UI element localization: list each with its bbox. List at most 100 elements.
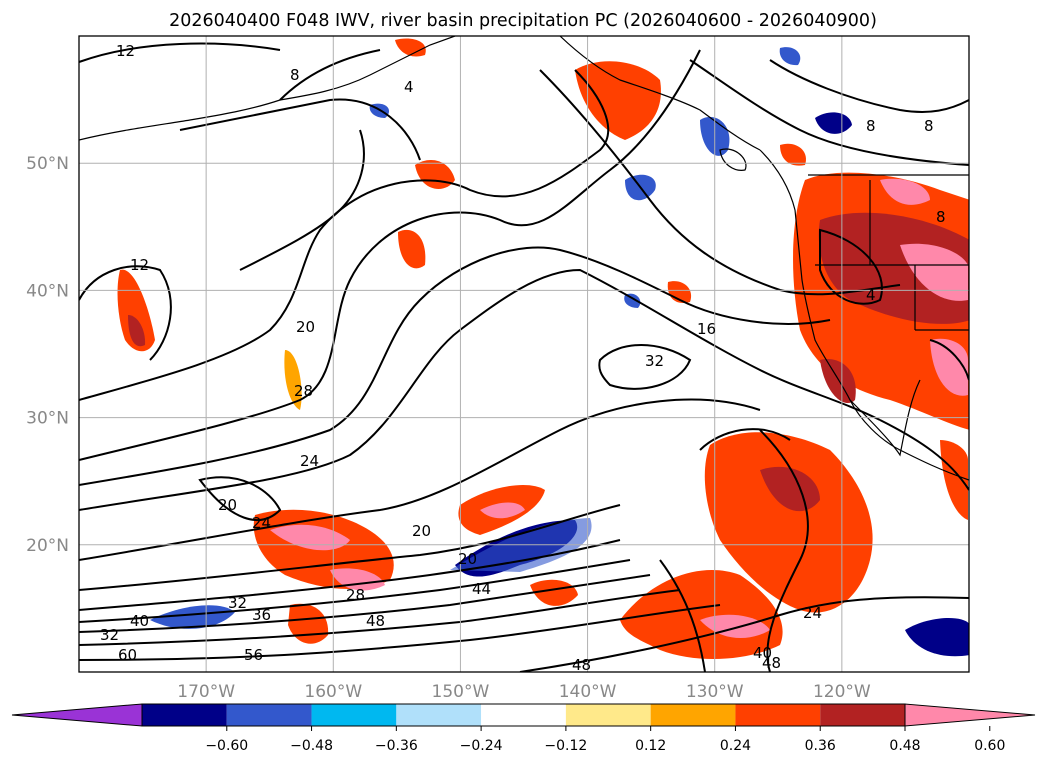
contour-label: 4 xyxy=(866,286,876,304)
colorbar-bin xyxy=(650,704,736,726)
colorbar-tick-label: 0.24 xyxy=(720,738,751,754)
positive-anomaly-patch xyxy=(820,359,856,404)
lon-tick-label: 170°W xyxy=(177,682,235,702)
positive-anomaly-patch xyxy=(270,524,350,551)
iwv-contour-line xyxy=(79,574,651,633)
contour-label: 56 xyxy=(244,646,263,664)
contour-label: 36 xyxy=(252,606,271,624)
iwv-contour-line xyxy=(79,265,172,361)
contour-label: 8 xyxy=(290,66,300,84)
lon-tick-label: 160°W xyxy=(304,682,362,702)
colorbar-extend-high xyxy=(904,703,1036,727)
longitude-axis: 170°W 160°W 150°W 140°W 130°W 120°W xyxy=(177,682,871,702)
colorbar-bin xyxy=(481,704,566,726)
colorbar-tick-label: 0.48 xyxy=(889,738,920,754)
contour-label: 12 xyxy=(116,42,135,60)
lat-tick-label: 20°N xyxy=(26,536,69,556)
map-title: 2026040400 F048 IWV, river basin precipi… xyxy=(169,11,877,31)
iwv-contour-line xyxy=(689,59,969,166)
negative-anomaly-patch xyxy=(779,47,801,66)
contour-label: 8 xyxy=(936,208,946,226)
colorbar-bin xyxy=(396,704,482,726)
contour-label: 16 xyxy=(697,320,716,338)
lon-tick-label: 150°W xyxy=(432,682,490,702)
iwv-contour-line xyxy=(659,559,706,672)
colorbar-tick-label: −0.60 xyxy=(205,738,248,754)
colorbar-bin xyxy=(820,704,905,726)
positive-anomaly-patch xyxy=(880,178,930,205)
island-vancouver xyxy=(719,148,747,171)
positive-anomaly-patch xyxy=(940,440,968,520)
contour-label: 28 xyxy=(346,586,365,604)
contour-label: 24 xyxy=(803,604,822,622)
contour-label: 48 xyxy=(572,656,591,674)
contour-label: 32 xyxy=(645,352,664,370)
map-frame xyxy=(78,35,970,673)
iwv-contour-line xyxy=(759,429,809,672)
colorbar-bin xyxy=(565,704,651,726)
positive-anomaly-patch xyxy=(284,350,302,410)
map-panel xyxy=(78,35,970,673)
iwv-contour-line xyxy=(79,504,621,591)
iwv-contour-line xyxy=(79,42,281,63)
colorbar-bin xyxy=(226,704,312,726)
colorbar-tick-label: 0.36 xyxy=(805,738,836,754)
contour-label: 32 xyxy=(100,626,119,644)
contour-label: 40 xyxy=(753,644,772,662)
contour-label: 24 xyxy=(252,514,271,532)
colorbar: −0.60 −0.48 −0.36 −0.24 −0.12 0.12 0.24 0.36 0.4… xyxy=(11,703,1036,754)
iwv-contour-line xyxy=(879,419,969,491)
negative-anomaly-patch xyxy=(815,112,852,134)
iwv-contour-line xyxy=(769,59,969,113)
colorbar-tick-label: −0.12 xyxy=(544,738,587,754)
iwv-contour-line xyxy=(79,268,881,511)
positive-anomaly-patch xyxy=(480,502,525,519)
negative-anomaly-patch xyxy=(905,618,969,657)
positive-anomaly-patch xyxy=(575,61,661,140)
iwv-contour-line xyxy=(79,589,681,646)
iwv-contour-line xyxy=(279,49,381,101)
positive-anomaly-patch xyxy=(398,229,426,269)
graticule xyxy=(79,36,969,672)
iwv-contour-line xyxy=(79,398,761,561)
colorbar-tick-label: 0.60 xyxy=(974,738,1005,754)
lat-tick-label: 30°N xyxy=(26,409,69,429)
iwv-contour-line xyxy=(79,49,701,461)
contour-label: 4 xyxy=(404,78,414,96)
contour-label: 20 xyxy=(458,550,477,568)
colorbar-tick-label: 0.12 xyxy=(635,738,666,754)
iwv-contours xyxy=(79,42,969,672)
contour-label: 20 xyxy=(218,496,237,514)
colorbar-tick-label: −0.36 xyxy=(375,738,418,754)
coastlines xyxy=(79,36,969,481)
iwv-contour-line xyxy=(519,596,969,672)
iwv-contour-line xyxy=(198,476,282,521)
lon-tick-label: 120°W xyxy=(813,682,871,702)
lat-tick-label: 50°N xyxy=(26,154,69,174)
lat-tick-label: 40°N xyxy=(26,281,69,301)
contour-labels: 12 8 4 8 8 12 20 28 16 32 24 20 24 20 20… xyxy=(100,42,946,674)
contour-label: 60 xyxy=(118,646,137,664)
iwv-contour-line xyxy=(929,339,969,381)
colorbar-tick-label: −0.24 xyxy=(460,738,503,754)
contour-label: 48 xyxy=(762,654,781,672)
contour-label: 28 xyxy=(294,382,313,400)
positive-anomaly-patch xyxy=(818,212,969,324)
positive-anomaly-patch xyxy=(930,338,968,396)
iwv-contour-line xyxy=(79,539,621,611)
positive-anomaly-patch xyxy=(395,38,426,57)
iwv-contour-line xyxy=(79,246,831,486)
positive-anomaly-patch xyxy=(128,315,146,347)
lon-tick-label: 130°W xyxy=(686,682,744,702)
contour-label: 8 xyxy=(924,117,934,135)
negative-anomaly-patch xyxy=(624,293,641,308)
contour-label: 12 xyxy=(130,256,149,274)
contour-label: 48 xyxy=(366,612,385,630)
coastline-north-america xyxy=(759,149,969,481)
contour-label: 40 xyxy=(130,612,149,630)
colorbar-tick-label: −0.48 xyxy=(290,738,333,754)
contour-label: 8 xyxy=(866,117,876,135)
contour-label: 44 xyxy=(472,580,491,598)
lon-tick-label: 140°W xyxy=(559,682,617,702)
coastline-alaska xyxy=(79,36,456,141)
